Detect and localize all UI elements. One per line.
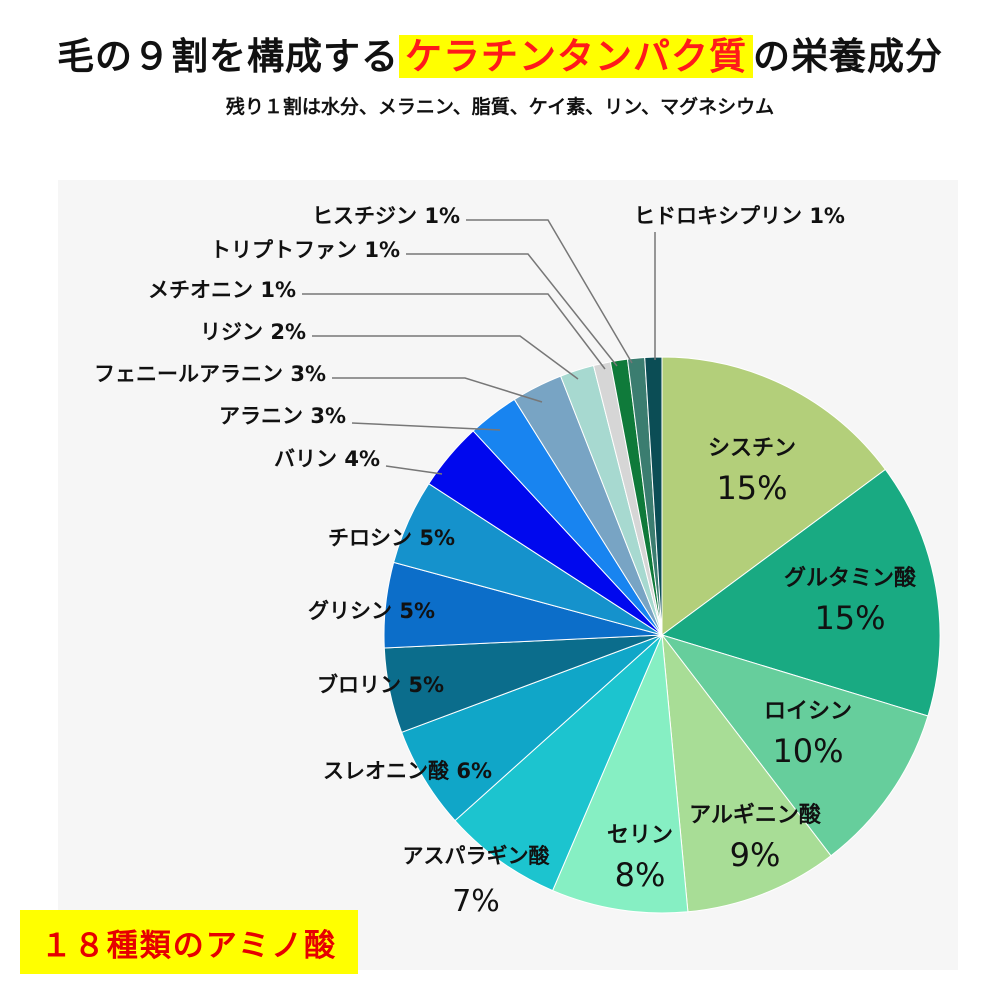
slice-11-label: アラニン 3% [219,404,346,428]
slice-10-name: バリン [274,447,344,471]
slice-1-wedge [660,468,941,717]
slice-1-percent: 15% [814,599,885,637]
slice-17-label: ヒドロキシプリン 1% [634,204,845,228]
slice-12-percent: 3% [290,362,326,386]
slice-0-name: シスチン [708,436,796,461]
slice-14-leader [302,293,606,370]
slice-14-label: メチオニン 1% [148,278,296,302]
slice-6-label: スレオニン酸 6% [323,759,492,783]
slice-12-label: フェニールアラニン 3% [94,362,326,386]
slice-12-name: フェニールアラニン [94,362,290,386]
slice-10-label: バリン 4% [274,447,380,471]
slice-2-name: ロイシン [764,699,852,724]
slice-10-percent: 4% [344,447,380,471]
pie-slices [383,356,941,914]
slice-3-name: アルギニン酸 [689,803,822,828]
slice-15-leader [406,253,618,367]
slice-14-name: メチオニン [148,278,260,302]
slice-16-label: ヒスチジン 1% [312,204,460,228]
slice-16-leader [466,219,633,364]
slice-4-percent: 8% [615,856,666,894]
slice-6-percent: 6% [456,759,492,783]
slice-labels: シスチン 15% グルタミン酸 15% ロイシン 10% アルギニン酸 9% セリン 8% アスパラ… [94,204,917,919]
slice-3-wedge [661,633,832,913]
slice-0-percent: 15% [716,469,787,507]
slice-13-percent: 2% [270,320,306,344]
slice-8-percent: 5% [399,599,435,623]
slice-17-name: ヒドロキシプリン [634,204,809,228]
page-subtitle: 残り１割は水分、メラニン、脂質、ケイ素、リン、マグネシウム [225,96,775,118]
slice-13-label: リジン 2% [200,320,306,344]
slice-4-wedge [551,634,689,914]
slice-15-label: トリプトファン 1% [210,238,400,262]
slice-8-name: グリシン [308,599,399,623]
title-highlight: ケラチンタンパク質 [399,35,753,78]
slice-11-percent: 3% [310,404,346,428]
slice-16-name: ヒスチジン [312,204,424,228]
slice-13-leader [312,335,579,380]
slice-7-label: ブロリン 5% [317,673,444,697]
slice-9-label: チロシン 5% [328,526,455,550]
slice-9-percent: 5% [419,526,455,550]
slice-16-percent: 1% [424,204,460,228]
slice-13-name: リジン [200,320,270,344]
slice-1-name: グルタミン酸 [784,565,917,591]
slice-12-leader [332,377,543,403]
slice-2-wedge [660,634,929,857]
slice-3-percent: 9% [730,836,781,874]
leader-lines [302,219,656,475]
title-suffix: の栄養成分 [753,35,943,78]
slice-9-name: チロシン [328,526,419,550]
slice-15-percent: 1% [364,238,400,262]
title-prefix: 毛の９割を構成する [57,35,399,78]
slice-11-name: アラニン [219,404,310,428]
slice-15-name: トリプトファン [210,238,364,262]
slice-7-name: ブロリン [317,673,408,697]
amino-acid-count-badge: １８種類のアミノ酸 [20,910,358,974]
slice-7-percent: 5% [408,673,444,697]
slice-2-percent: 10% [772,732,843,770]
slice-5-wedge [454,634,663,892]
slice-6-name: スレオニン酸 [323,759,456,783]
slice-17-wedge [644,356,663,636]
slice-5-percent: 7% [452,884,500,919]
slice-11-leader [351,422,501,431]
slice-8-label: グリシン 5% [308,599,435,623]
slice-17-percent: 1% [809,204,845,228]
page-title: 毛の９割を構成する ケラチンタンパク質 の栄養成分 [0,26,1000,80]
slice-4-name: セリン [607,823,673,848]
slice-5-name: アスパラギン酸 [403,844,551,868]
slice-14-percent: 1% [260,278,296,302]
slice-10-leader [385,465,443,475]
slice-0-wedge [661,356,887,636]
